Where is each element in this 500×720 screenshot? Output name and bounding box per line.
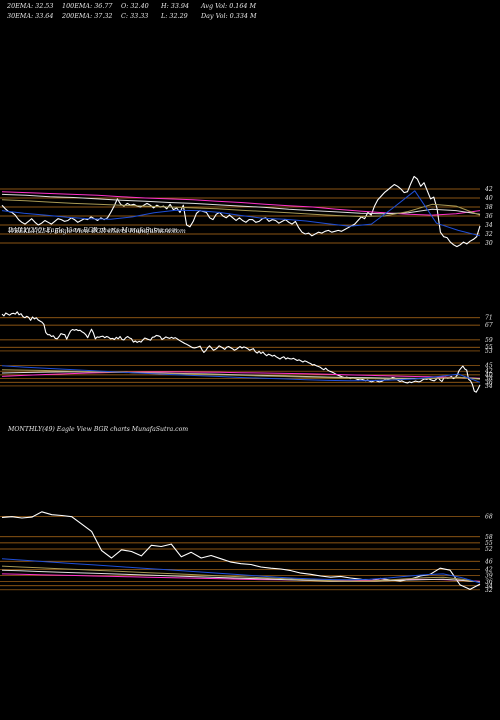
ema30-label: 30EMA: 33.64 (7, 12, 54, 20)
avgvol-label: Avg Vol: 0.164 M (201, 2, 257, 10)
panel-title: MONTHLY(49) Eagle View BGR charts Munafa… (7, 426, 188, 433)
ema-line (1, 365, 481, 383)
y-tick-label: 34 (485, 383, 493, 390)
y-tick-label: 32 (485, 587, 493, 594)
ema-line (1, 199, 481, 217)
close-label: C: 33.33 (121, 12, 149, 20)
ema100-label: 100EMA: 36.77 (62, 2, 113, 10)
panel-title: WEEKLY(254) Eagle View BGR charts Munafa… (8, 228, 186, 235)
price-line (1, 175, 481, 248)
low-label: L: 32.29 (161, 12, 188, 20)
y-tick-label: 53 (485, 348, 493, 355)
y-tick-label: 36 (485, 213, 493, 220)
y-tick-label: 55 (485, 540, 493, 547)
y-tick-label: 42 (484, 368, 493, 375)
ema-line (1, 371, 481, 379)
y-tick-label: 45 (484, 363, 493, 370)
ema-line (1, 191, 481, 216)
ema20-label: 20EMA: 32.53 (7, 2, 54, 10)
ema-line (1, 558, 481, 584)
ema-line (1, 369, 481, 380)
y-tick-label: 52 (485, 546, 493, 553)
y-tick-label: 39 (485, 573, 493, 580)
y-tick-label: 34 (485, 222, 493, 229)
y-tick-label: 67 (485, 322, 493, 329)
open-label: O: 32.40 (121, 2, 149, 10)
price-line (1, 311, 481, 393)
y-tick-label: 40 (484, 195, 493, 202)
y-tick-label: 32 (485, 231, 493, 238)
y-tick-label: 36 (485, 579, 493, 586)
y-tick-label: 71 (485, 315, 493, 322)
dayvol-label: Day Vol: 0.334 M (201, 12, 257, 20)
y-tick-label: 42 (484, 186, 493, 193)
y-tick-label: 40 (484, 372, 493, 379)
y-tick-label: 46 (484, 558, 493, 565)
y-tick-label: 68 (485, 513, 493, 520)
y-tick-label: 58 (485, 534, 493, 541)
y-tick-label: 36 (485, 379, 493, 386)
ema-line (1, 565, 481, 583)
y-tick-label: 34 (485, 583, 493, 590)
ema-line (1, 569, 481, 583)
y-tick-label: 38 (485, 204, 493, 211)
y-tick-label: 59 (485, 337, 493, 344)
y-tick-label: 30 (485, 240, 493, 247)
y-tick-label: 38 (485, 376, 493, 383)
panel-title: DAILY(250) Eagle View BGR charts MunafaS… (7, 227, 178, 234)
y-tick-label: 42 (484, 566, 493, 573)
y-tick-label: 55 (485, 344, 493, 351)
ema-line (1, 190, 481, 237)
high-label: H: 33.94 (161, 2, 190, 10)
price-line (1, 511, 481, 590)
ema200-label: 200EMA: 37.32 (62, 12, 113, 20)
